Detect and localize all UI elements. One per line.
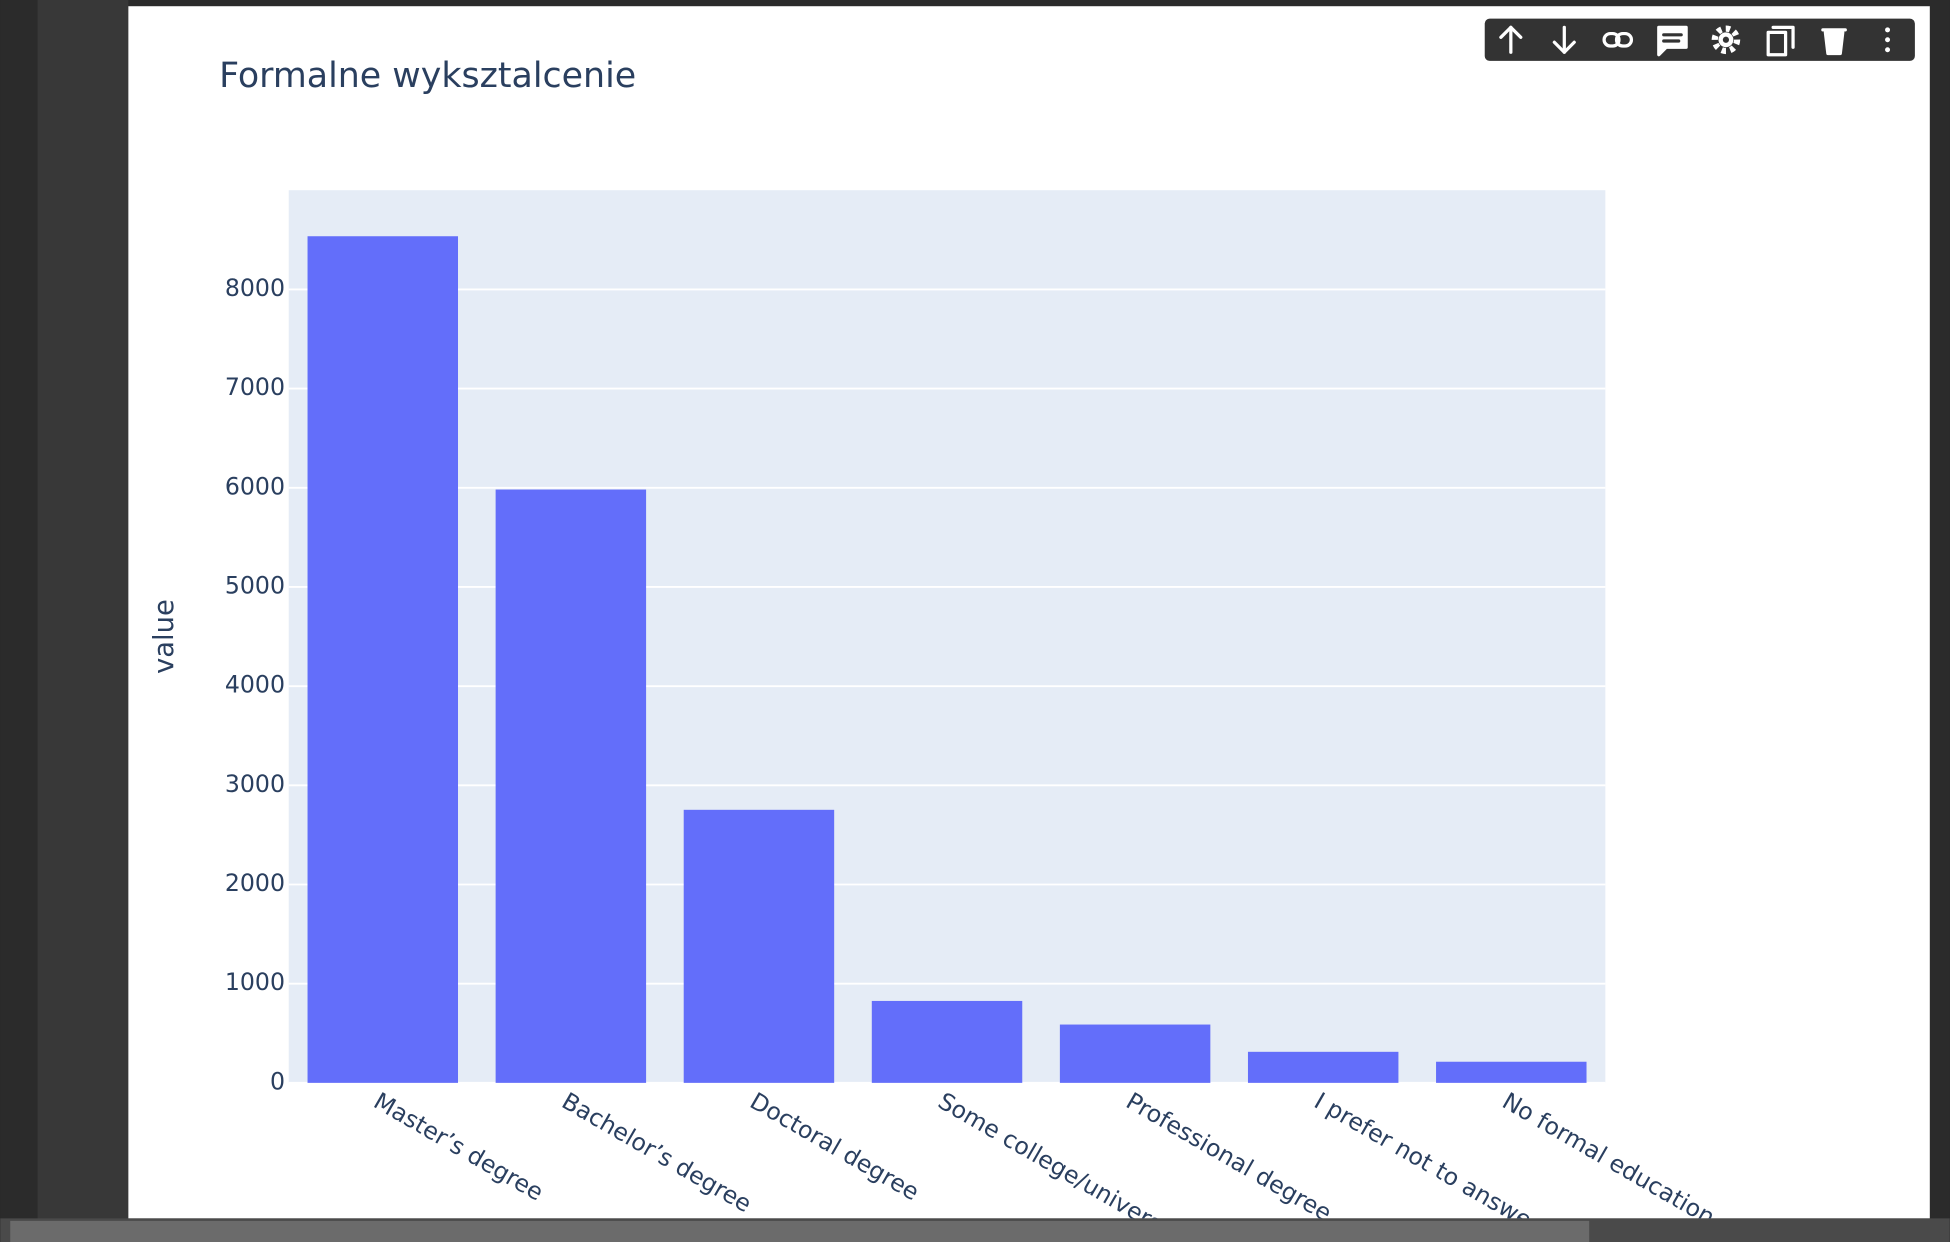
bar: [1436, 1061, 1587, 1083]
delete-button[interactable]: [1821, 28, 1847, 56]
chart-title: Formalne wyksztalcenie: [219, 56, 636, 96]
y-tick-label: 1000: [225, 968, 285, 996]
bar: [683, 809, 835, 1083]
bar: [1059, 1024, 1211, 1083]
scrollbar-thumb[interactable]: [10, 1220, 1590, 1242]
bar: [1247, 1051, 1399, 1083]
toolbar-bg: [1484, 18, 1915, 61]
move-up-button[interactable]: [1499, 25, 1523, 54]
link-button[interactable]: [1602, 31, 1634, 48]
y-tick-label: 5000: [225, 571, 285, 599]
cell-toolbar: [1484, 18, 1915, 61]
gutter: [37, 0, 129, 1242]
mirror-button[interactable]: [1766, 25, 1795, 57]
y-tick-label: 6000: [225, 472, 285, 500]
bar: [871, 1000, 1023, 1083]
bars: [307, 236, 1587, 1083]
y-tick-label: 2000: [225, 869, 285, 897]
y-tick-label: 4000: [225, 671, 285, 699]
bar: [307, 236, 459, 1083]
settings-button[interactable]: [1711, 25, 1741, 55]
comment-button[interactable]: [1657, 25, 1688, 57]
y-tick-label: 0: [270, 1067, 285, 1095]
bar: [495, 489, 647, 1083]
y-axis-title: value: [149, 599, 180, 674]
y-tick-label: 7000: [225, 373, 285, 401]
y-tick-label: 3000: [225, 770, 285, 798]
plot-area: [288, 190, 1606, 1083]
y-tick-label: 8000: [225, 274, 285, 302]
more-button[interactable]: [1885, 27, 1891, 53]
move-down-button[interactable]: [1552, 25, 1576, 54]
